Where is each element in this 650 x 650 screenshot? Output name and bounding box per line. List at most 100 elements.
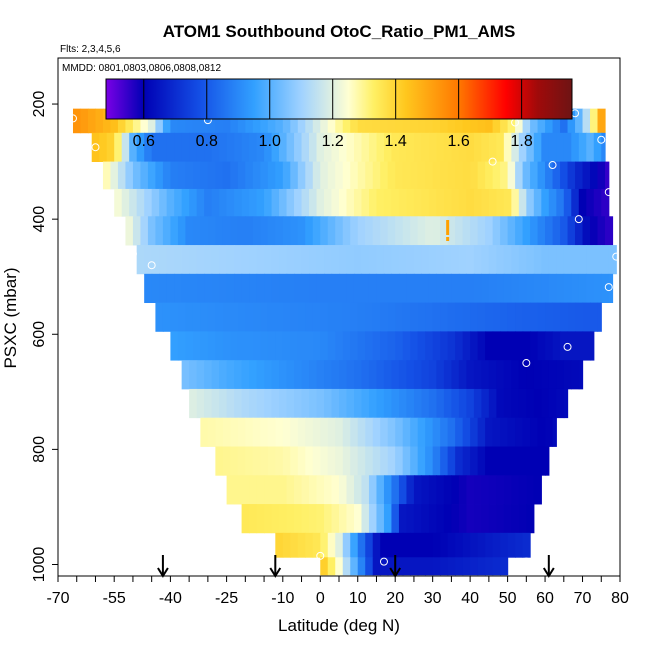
heatmap-cell: [605, 216, 614, 246]
y-tick-label: 800: [31, 436, 48, 463]
heatmap-cell: [189, 188, 198, 217]
heatmap-cell: [353, 273, 363, 304]
heatmap-cell: [383, 245, 393, 275]
heatmap-cell: [312, 108, 321, 134]
heatmap-cell: [327, 446, 336, 476]
heatmap-cell: [507, 532, 516, 558]
heatmap-cell: [511, 188, 520, 217]
heatmap-cell: [305, 161, 314, 190]
heatmap-cell: [357, 417, 366, 447]
heatmap-cell: [275, 532, 284, 558]
heatmap-cell: [515, 446, 524, 476]
heatmap-cell: [417, 161, 426, 190]
heatmap-cell: [563, 388, 569, 419]
heatmap-cell: [252, 331, 261, 361]
heatmap-cell: [327, 108, 336, 134]
heatmap-cell: [428, 504, 438, 534]
heatmap-cell: [440, 161, 449, 190]
heatmap-cell: [466, 360, 475, 390]
heatmap-cell: [200, 216, 209, 246]
heatmap-cell: [155, 108, 164, 134]
heatmap-cell: [309, 188, 318, 217]
heatmap-cell: [387, 532, 396, 558]
heatmap-cell: [140, 108, 149, 134]
heatmap-cell: [207, 302, 216, 332]
heatmap-cell: [252, 108, 261, 134]
heatmap-cell: [350, 417, 359, 447]
heatmap-cell: [368, 475, 378, 505]
heatmap-cell: [496, 132, 505, 162]
heatmap-cell: [241, 245, 250, 275]
heatmap-cell: [556, 132, 565, 162]
heatmap-cell: [196, 188, 205, 217]
heatmap-cell: [279, 188, 288, 217]
heatmap-cell: [189, 273, 198, 304]
heatmap-cell: [215, 216, 224, 246]
heatmap-cell: [267, 161, 276, 190]
heatmap-cell: [466, 132, 475, 162]
heatmap-cell: [324, 132, 333, 162]
heatmap-cell: [398, 388, 408, 419]
heatmap-cell: [447, 532, 456, 558]
heatmap-cell: [140, 161, 149, 190]
heatmap-cell: [159, 273, 168, 304]
heatmap-cell: [132, 216, 142, 246]
heatmap-cell: [440, 532, 449, 558]
heatmap-cell: [485, 161, 494, 190]
heatmap-cell: [256, 132, 265, 162]
heatmap-cell: [155, 161, 164, 190]
heatmap-cell: [571, 273, 580, 304]
heatmap-cell: [530, 302, 539, 332]
heatmap-cell: [586, 245, 595, 275]
y-tick-label: 1000: [31, 547, 48, 583]
heatmap-cell: [481, 388, 490, 419]
sample-point: [128, 249, 137, 258]
heatmap-cell: [222, 108, 231, 134]
heatmap-cell: [342, 161, 351, 190]
heatmap-cell: [215, 108, 224, 134]
heatmap-cell: [361, 360, 370, 390]
heatmap-cell: [443, 475, 452, 505]
heatmap-cell: [511, 360, 520, 390]
down-arrow-icon: [542, 555, 555, 578]
heatmap-cell: [230, 216, 239, 246]
colorbar: 0.6 0.8 1.0 1.2 1.4 1.6 1.8: [105, 78, 573, 150]
heatmap-cell: [428, 388, 438, 419]
heatmap-cell: [500, 417, 509, 447]
heatmap-cell: [533, 245, 542, 275]
heatmap-cell: [129, 132, 138, 162]
heatmap-cell: [174, 188, 183, 217]
heatmap-cell: [147, 108, 157, 134]
heatmap-cell: [279, 388, 288, 419]
heatmap-cell: [297, 216, 306, 246]
heatmap-cell: [560, 108, 569, 134]
heatmap-cells: [72, 108, 617, 576]
heatmap-cell: [290, 108, 299, 134]
heatmap-cell: [207, 417, 216, 447]
heatmap-cell: [189, 388, 198, 419]
heatmap-cell: [275, 302, 284, 332]
heatmap-cell: [522, 417, 531, 447]
x-tick-label: 30: [424, 590, 442, 607]
heatmap-cell: [144, 188, 153, 217]
heatmap-cell: [256, 388, 265, 419]
heatmap-cell: [204, 188, 213, 217]
heatmap-cell: [425, 331, 434, 361]
heatmap-cell: [376, 273, 385, 304]
heatmap-cell: [312, 446, 321, 476]
heatmap-cell: [290, 446, 299, 476]
heatmap-cell: [391, 245, 400, 275]
heatmap-cell: [361, 245, 370, 275]
heatmap-cell: [406, 475, 415, 505]
heatmap-cell: [451, 475, 460, 505]
heatmap-cell: [413, 388, 423, 419]
heatmap-cell: [391, 132, 400, 162]
heatmap-cell: [320, 216, 329, 246]
heatmap-cell: [339, 504, 348, 534]
heatmap-cell: [402, 331, 411, 361]
heatmap-cell: [477, 216, 486, 246]
heatmap-cell: [593, 245, 602, 275]
heatmap-cell: [383, 388, 393, 419]
heatmap-cell: [252, 446, 261, 476]
heatmap-cell: [294, 475, 303, 505]
